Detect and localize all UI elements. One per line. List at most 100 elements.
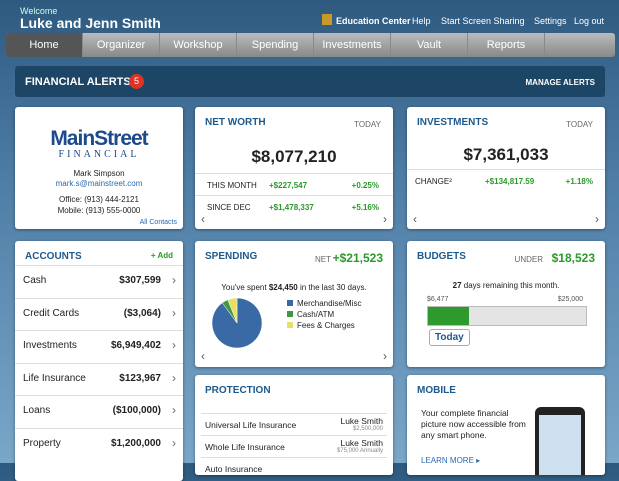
tab[interactable]: Reports (468, 33, 545, 57)
legend-label: Fees & Charges (297, 321, 355, 330)
coverage: $75,000 Annually (336, 448, 383, 454)
mobile-text: Your complete financial picture now acce… (421, 408, 526, 440)
alerts-title: FINANCIAL ALERTS (25, 76, 131, 88)
tab[interactable]: Workshop (160, 33, 237, 57)
account-balance: $6,949,402 (110, 340, 161, 351)
link[interactable]: Log out (574, 16, 605, 26)
add[interactable]: + Add (150, 251, 173, 260)
prev[interactable]: ‹ (201, 349, 205, 363)
days: 27 (452, 281, 462, 290)
tab[interactable]: Organizer (83, 33, 160, 57)
protection-row: Auto Insurance (201, 457, 387, 475)
chevron: › (172, 435, 176, 450)
card-title: MOBILE (417, 385, 456, 396)
accounts-card: ACCOUNTS + Add Cash $307,599 › Credit Cards… (15, 241, 183, 481)
card-title: SPENDING (205, 251, 258, 262)
legend-swatch (287, 300, 293, 306)
investments-card: INVESTMENTS TODAY $7,361,033 CHANGE² +$13… (407, 107, 605, 229)
card-title: INVESTMENTS (417, 117, 489, 128)
pie-slice (227, 297, 238, 324)
budget-track (427, 306, 587, 326)
tab[interactable]: Spending (237, 33, 314, 57)
link[interactable]: Help (412, 16, 431, 26)
tab[interactable]: Vault (391, 33, 468, 57)
account-row[interactable]: Property $1,200,000 › (15, 427, 183, 461)
logo: MainStreet (50, 127, 148, 150)
phone-screen (539, 415, 581, 475)
account-name: Property (23, 437, 61, 449)
insured: Luke Smith (340, 416, 383, 426)
manage-alerts[interactable]: MANAGE ALERTS (525, 78, 595, 87)
protection-card: PROTECTION Universal Life Insurance Luke … (195, 375, 393, 475)
row-label: SINCE DEC (207, 203, 251, 212)
mobile-card: MOBILE Your complete financial picture n… (407, 375, 605, 475)
net-worth-card: NET WORTH TODAY $8,077,210 THIS MONTH +$2… (195, 107, 393, 229)
coverage: $2,500,000 (352, 426, 383, 432)
row-label: THIS MONTH (207, 181, 257, 190)
protection-row: Universal Life Insurance Luke Smith $2,500… (201, 413, 387, 436)
link[interactable]: Settings (534, 16, 567, 26)
all-contacts[interactable]: All Contacts (139, 219, 177, 226)
link[interactable]: Education Center (336, 16, 411, 26)
row-amount: +$134,817.59 (485, 177, 535, 186)
chevron: › (172, 273, 176, 287)
advisor-name: Mark Simpson (73, 169, 125, 178)
account-balance: ($100,000) (112, 405, 161, 416)
next[interactable]: › (383, 212, 387, 226)
date: TODAY (566, 120, 593, 129)
prev[interactable]: ‹ (413, 212, 417, 226)
link[interactable]: Start Screen Sharing (441, 16, 525, 26)
account-name: Loans (23, 405, 51, 416)
learn-more[interactable]: LEARN MORE ▸ (421, 456, 481, 465)
row-pct: +0.25% (351, 181, 379, 190)
welcome: Welcome (20, 6, 58, 16)
legend-label: Cash/ATM (297, 310, 335, 319)
legend-item: Merchandise/Misc (287, 299, 361, 308)
limit-label: $25,000 (557, 296, 583, 303)
pie (211, 297, 263, 349)
row-pct: +5.16% (351, 203, 379, 212)
prev[interactable]: ‹ (201, 212, 205, 226)
next[interactable]: › (383, 349, 387, 363)
account-row[interactable]: Investments $6,949,402 › (15, 330, 183, 363)
legend-label: Merchandise/Misc (297, 299, 362, 308)
account-row[interactable]: Life Insurance $123,967 › (15, 362, 183, 396)
alerts-bar: FINANCIAL ALERTS 5 MANAGE ALERTS (15, 66, 605, 97)
account-row[interactable]: Cash $307,599 › (15, 265, 183, 298)
summary-post: in the last 30 days. (299, 283, 367, 292)
remaining-text: days remaining this month. (463, 281, 560, 290)
net-label: NET (315, 255, 331, 264)
nav: Home Organizer Workshop Spending Investments… (6, 33, 615, 57)
insured: Luke Smith (340, 438, 383, 448)
account-name: Credit Cards (23, 307, 80, 319)
phone (535, 407, 585, 475)
date: TODAY (354, 120, 381, 129)
edu-icon (322, 14, 332, 25)
total: $8,077,210 (251, 147, 337, 166)
card-title: NET WORTH (205, 117, 266, 128)
under-label: UNDER (514, 255, 543, 264)
tab[interactable]: Home (6, 33, 83, 57)
email[interactable]: mark.s@mainstreet.com (55, 179, 143, 188)
under: $18,523 (551, 251, 595, 265)
chevron: › (172, 338, 176, 352)
tab[interactable]: Investments (314, 33, 391, 57)
next[interactable]: › (595, 212, 599, 226)
office: Office: (913) 444-2121 (59, 195, 139, 204)
policy: Whole Life Insurance (205, 442, 285, 452)
card-title: ACCOUNTS (25, 251, 82, 262)
summary: You've spent $24,450 in the last 30 days… (195, 283, 393, 292)
policy: Universal Life Insurance (205, 420, 297, 430)
account-row[interactable]: Credit Cards ($3,064) › (15, 297, 183, 331)
budgets-card: BUDGETS UNDER $18,523 27 days remaining … (407, 241, 605, 367)
mobile-phone: Mobile: (913) 555-0000 (57, 206, 141, 215)
chevron: › (172, 403, 176, 417)
budget-fill (428, 307, 469, 325)
summary-pre: You've spent (221, 283, 267, 292)
remaining: 27 days remaining this month. (407, 281, 605, 290)
card-title: PROTECTION (205, 385, 271, 396)
account-row[interactable]: Loans ($100,000) › (15, 395, 183, 428)
chevron: › (172, 370, 176, 385)
account-balance: $123,967 (119, 372, 161, 384)
